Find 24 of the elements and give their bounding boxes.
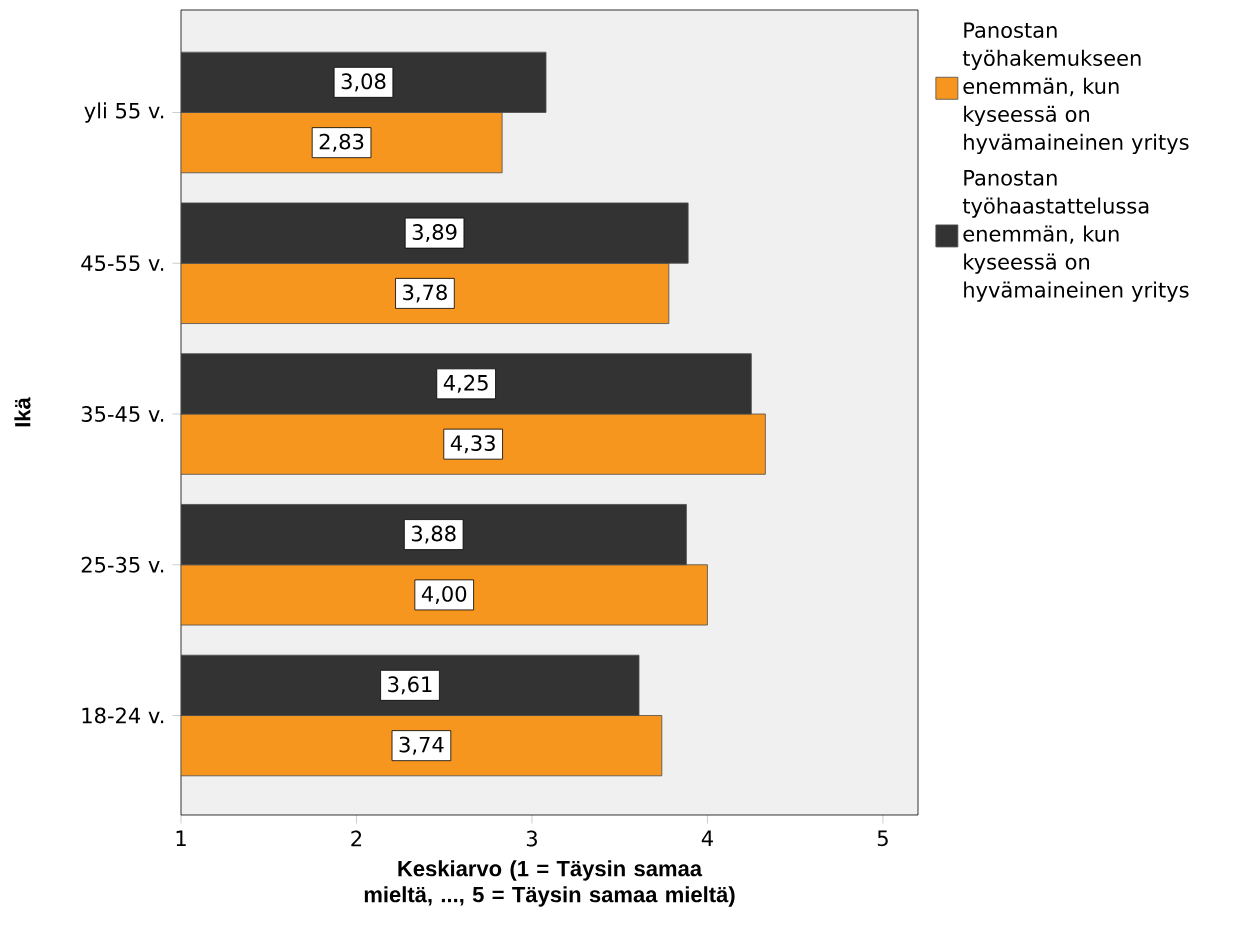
x-tick-label: 5 (877, 830, 888, 847)
data-label: 3,08 (341, 73, 386, 92)
y-tick-label: yli 55 v. (84, 102, 164, 123)
y-tick-label: 25-35 v. (81, 556, 164, 573)
y-tick-label: 35-45 v. (81, 406, 164, 422)
data-label: 3,89 (412, 224, 457, 243)
y-tick-label: 45-55 v. (81, 255, 164, 272)
x-axis-title: Keskiarvo (1 = Täysin samaa mieltä, ..., 5 = Täysin samaa mieltä) (364, 860, 735, 907)
data-label: 2,83 (319, 133, 364, 152)
data-label: 4,33 (450, 435, 495, 454)
data-label: 3,78 (403, 284, 447, 303)
y-axis-title: Ikä (14, 397, 31, 427)
x-tick-label: 4 (701, 830, 713, 846)
x-tick-label: 1 (176, 830, 186, 846)
legend-label: Panostan työhakemukseen enemmän, kun kyseessä on hyvämaineinen yritys (962, 22, 1189, 155)
x-tick-label: 2 (351, 830, 362, 847)
y-tick-label: 18-24 v. (82, 707, 164, 724)
legend-label: Panostan työhaastattelussa enemmän, kun kyseessä on hyvämaineinen yritys (962, 170, 1189, 302)
data-label: 3,61 (388, 676, 432, 695)
data-label: 3,74 (399, 736, 444, 755)
data-label: 4,25 (443, 374, 488, 393)
data-label: 4,00 (421, 585, 467, 604)
x-tick-label: 3 (526, 830, 537, 847)
data-label: 3,88 (411, 525, 456, 544)
